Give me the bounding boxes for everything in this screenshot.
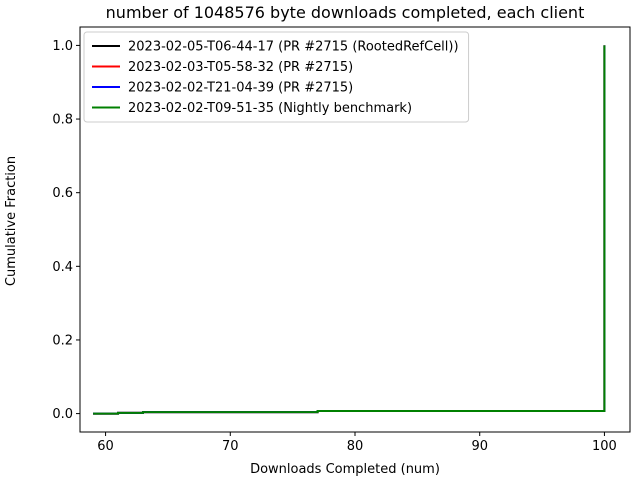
legend: 2023-02-05-T06-44-17 (PR #2715 (RootedRe… (83, 31, 470, 123)
legend-entry: 2023-02-03-T05-58-32 (PR #2715) (128, 60, 353, 75)
x-tick-label: 90 (471, 439, 488, 454)
legend-entry: 2023-02-02-T21-04-39 (PR #2715) (128, 81, 353, 96)
y-tick-label: 0.4 (52, 260, 73, 275)
x-axis: 60 70 80 90 100 (97, 432, 617, 454)
series-line-4 (93, 45, 606, 415)
y-tick-label: 0.0 (52, 407, 73, 422)
y-axis-label: Cumulative Fraction (4, 156, 19, 286)
series-group (93, 45, 606, 415)
legend-entry: 2023-02-05-T06-44-17 (PR #2715 (RootedRe… (128, 40, 459, 55)
legend-box (83, 31, 470, 123)
x-tick-label: 70 (222, 439, 239, 454)
legend-entry: 2023-02-02-T09-51-35 (Nightly benchmark) (128, 101, 412, 116)
chart-title: number of 1048576 byte downloads complet… (106, 3, 585, 22)
x-tick-label: 60 (97, 439, 114, 454)
y-tick-label: 0.6 (52, 186, 73, 201)
y-tick-label: 0.8 (52, 113, 73, 128)
y-tick-label: 0.2 (52, 333, 73, 348)
y-tick-label: 1.0 (52, 39, 73, 54)
x-tick-label: 100 (592, 439, 617, 454)
x-tick-label: 80 (347, 439, 364, 454)
x-axis-label: Downloads Completed (num) (250, 462, 440, 477)
y-axis: 0.0 0.2 0.4 0.6 0.8 1.0 (52, 39, 80, 422)
